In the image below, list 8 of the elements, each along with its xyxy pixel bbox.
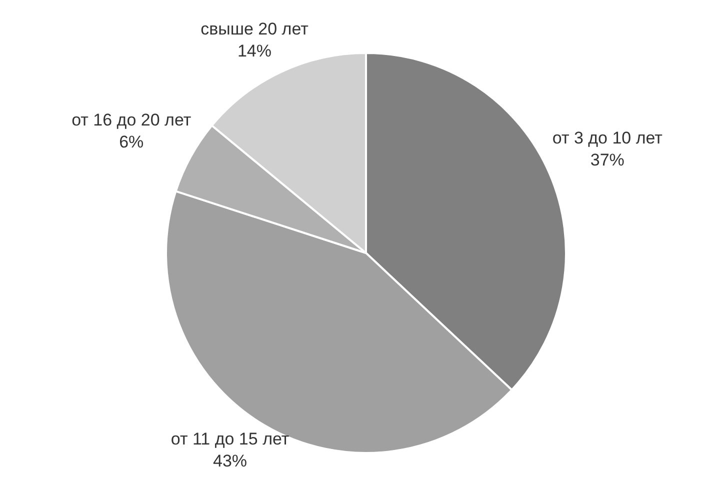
slice-label: от 11 до 15 лет bbox=[170, 429, 290, 448]
data-label: 6% bbox=[119, 132, 144, 152]
data-label: 43% bbox=[212, 451, 248, 470]
slice-label: от 3 до 10 лет bbox=[552, 128, 663, 148]
data-label: 14% bbox=[237, 42, 272, 61]
slice-label: от 16 до 20 лет bbox=[72, 110, 192, 130]
slice-label: свыше 20 лет bbox=[200, 20, 309, 39]
data-label: 37% bbox=[590, 150, 624, 170]
